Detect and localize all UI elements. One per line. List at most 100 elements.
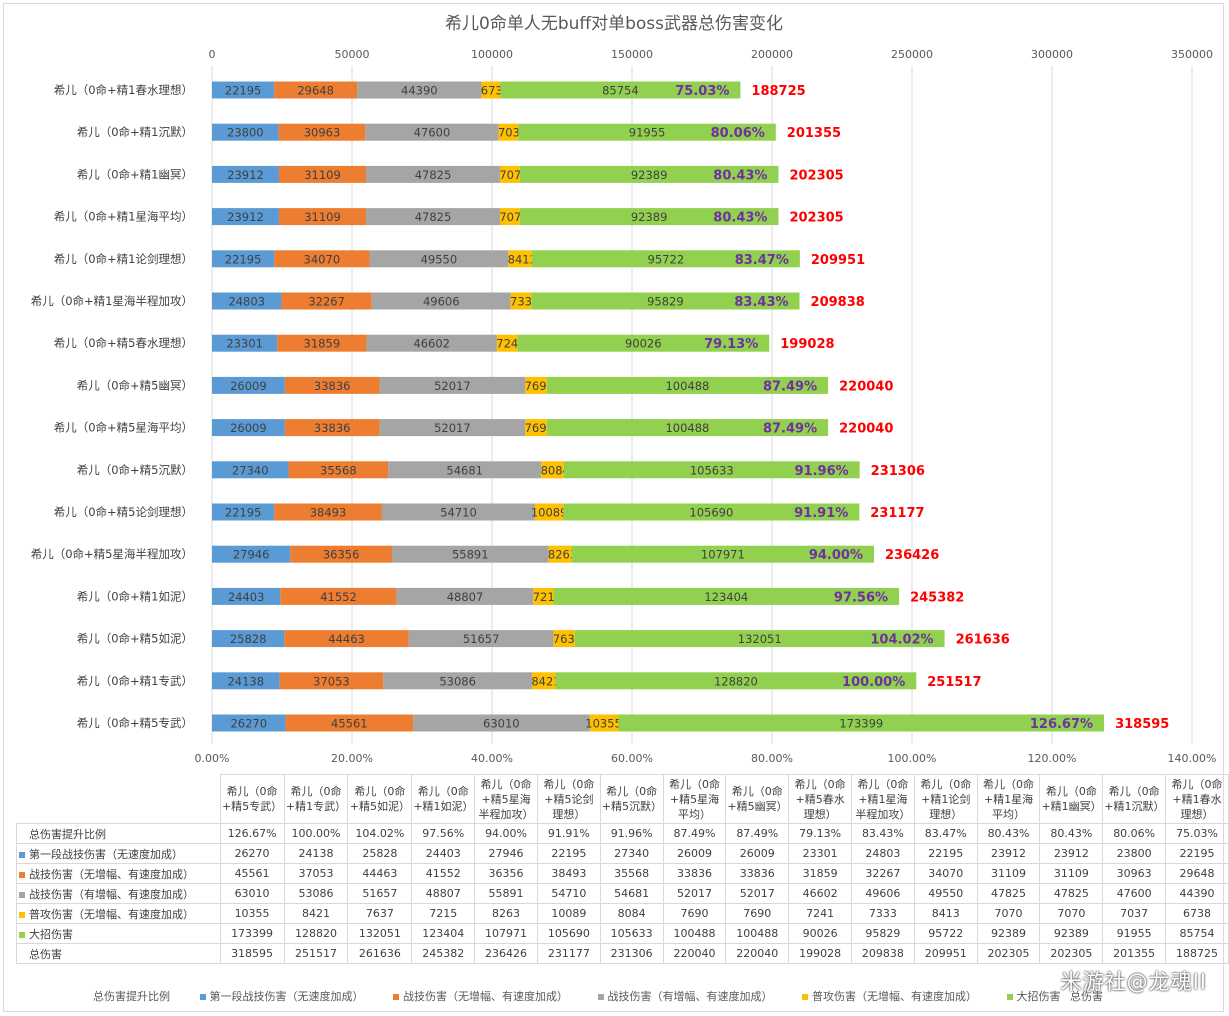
- bar-segment: [574, 630, 945, 648]
- data-label: 33836: [314, 421, 351, 435]
- table-column-header: 希儿（0命+精5如泥）: [347, 774, 413, 824]
- bar-segment: [212, 250, 275, 268]
- bar-segment: [365, 123, 499, 141]
- data-label: 105633: [690, 463, 734, 477]
- data-label: 22195: [225, 84, 262, 98]
- category-label: 希儿（0命+精1论剑理想）: [54, 252, 193, 266]
- table-cell: 52017: [662, 883, 727, 904]
- table-row-label: 普攻伤害（无增幅、有速度加成）: [16, 903, 221, 924]
- bar-segment: [212, 165, 279, 183]
- data-label: 32267: [308, 295, 345, 309]
- bar-segment: [525, 376, 547, 394]
- total-label: 261636: [956, 633, 1010, 648]
- top-axis-tick-label: 250000: [891, 48, 933, 61]
- table-cell: 31109: [1039, 863, 1104, 884]
- data-label: 26009: [230, 421, 267, 435]
- table-cell: 27946: [474, 843, 538, 864]
- data-label: 26009: [230, 379, 267, 393]
- bottom-axis-tick-label: 20.00%: [331, 752, 373, 765]
- bottom-axis-tick-label: 40.00%: [471, 752, 513, 765]
- bottom-axis-tick-label: 140.00%: [1168, 752, 1217, 765]
- table-column-header: 希儿（0命+精1如泥）: [411, 774, 476, 824]
- data-label: 24803: [228, 295, 265, 309]
- data-label: 53086: [439, 674, 476, 688]
- total-label: 201355: [787, 126, 841, 141]
- bar-segment: [519, 208, 779, 226]
- bar-segment: [518, 123, 776, 141]
- data-label: 34070: [304, 252, 341, 266]
- data-label: 31859: [304, 337, 341, 351]
- table-cell: 85754: [1165, 923, 1229, 944]
- table-cell: 251517: [283, 943, 349, 964]
- bar-segment: [533, 587, 554, 605]
- table-cell: 231177: [536, 943, 601, 964]
- table-cell: 105633: [599, 923, 664, 944]
- table-cell: 209838: [851, 943, 915, 964]
- bar-segment: [212, 292, 282, 310]
- table-cell: 245382: [411, 943, 476, 964]
- table-cell: 7215: [411, 903, 476, 924]
- data-label: 24138: [227, 674, 264, 688]
- data-label: 8421: [531, 674, 560, 688]
- bar-segment: [519, 165, 779, 183]
- bar-segment: [284, 419, 380, 437]
- table-cell: 44463: [347, 863, 413, 884]
- table-column-header: 希儿（0命+精5沉默）: [599, 774, 664, 824]
- table-cell: 8413: [913, 903, 978, 924]
- table-cell: 7037: [1102, 903, 1167, 924]
- category-label: 希儿（0命+精1春水理想）: [54, 83, 193, 97]
- data-label: 52017: [434, 379, 471, 393]
- table-cell: 202305: [1039, 943, 1104, 964]
- data-label: 7637: [553, 632, 582, 646]
- data-label: 8263: [548, 548, 577, 562]
- legend-s4: 普攻伤害（无增幅、有速度加成）: [802, 988, 977, 1004]
- legend-s1: 第一段战技伤害（无速度加成）: [199, 988, 364, 1004]
- table-cell: 23301: [788, 843, 853, 864]
- bar-segment: [499, 165, 520, 183]
- table-cell: 46602: [788, 883, 853, 904]
- data-label: 91955: [629, 126, 666, 140]
- data-label: 31109: [304, 168, 341, 182]
- ratio-label: 87.49%: [763, 422, 817, 437]
- ratio-label: 80.43%: [713, 211, 767, 226]
- category-label: 希儿（0命+精5论剑理想）: [54, 505, 193, 519]
- table-cell: 49606: [851, 883, 915, 904]
- table-cell: 25828: [347, 843, 413, 864]
- bar-segment: [589, 714, 619, 732]
- bar-segment: [290, 545, 393, 563]
- bar-segment: [281, 292, 372, 310]
- table-cell: 8084: [599, 903, 664, 924]
- data-label: 23912: [227, 168, 264, 182]
- total-label: 202305: [789, 168, 843, 183]
- data-label: 47825: [415, 210, 452, 224]
- table-cell: 8263: [474, 903, 538, 924]
- data-label: 128820: [714, 674, 758, 688]
- data-label: 173399: [839, 717, 883, 731]
- bar-segment: [278, 208, 367, 226]
- ratio-label: 97.56%: [834, 590, 888, 605]
- data-label: 85754: [602, 84, 639, 98]
- table-cell: 27340: [599, 843, 664, 864]
- table-cell: 236426: [474, 943, 538, 964]
- category-label: 希儿（0命+精5沉默）: [77, 463, 193, 477]
- data-label: 51657: [463, 632, 500, 646]
- table-cell: 63010: [219, 883, 285, 904]
- bar-segment: [481, 81, 501, 99]
- table-column-header: 希儿（0命+精5星海半程加攻）: [474, 774, 538, 824]
- table-cell: 95722: [913, 923, 978, 944]
- bar-segment: [274, 250, 370, 268]
- data-label: 23301: [226, 337, 263, 351]
- table-cell: 54681: [599, 883, 664, 904]
- table-cell: 54710: [536, 883, 601, 904]
- data-label: 30963: [304, 126, 341, 140]
- table-cell: 24138: [283, 843, 349, 864]
- data-label: 52017: [434, 421, 471, 435]
- bar-segment: [212, 630, 285, 648]
- total-label: 209951: [811, 253, 865, 268]
- data-label: 47825: [415, 168, 452, 182]
- data-label: 33836: [314, 379, 351, 393]
- table-cell: 49550: [913, 883, 978, 904]
- table-cell: 92389: [976, 923, 1041, 944]
- table-cell: 26009: [662, 843, 727, 864]
- data-label: 41552: [320, 590, 357, 604]
